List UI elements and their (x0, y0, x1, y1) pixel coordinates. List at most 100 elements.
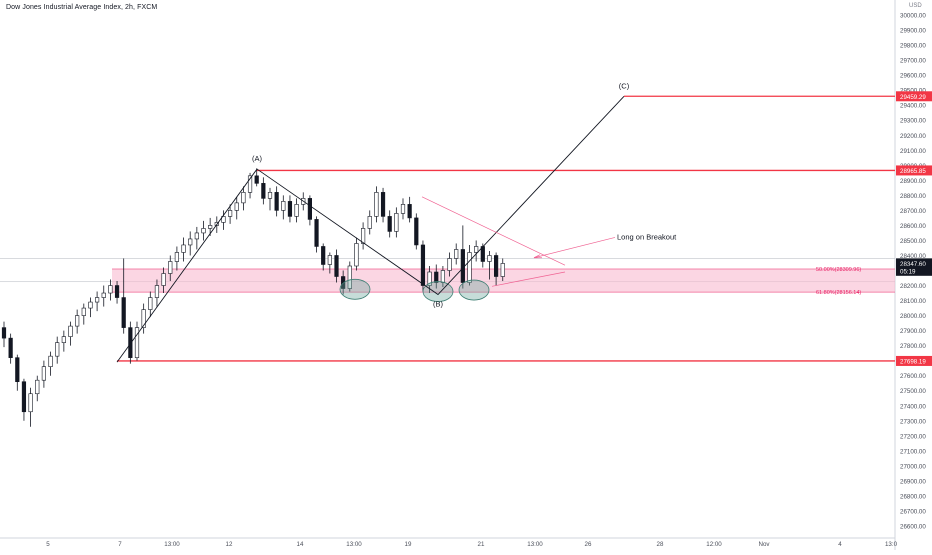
candle[interactable] (347, 265, 352, 289)
candle[interactable] (400, 204, 406, 214)
fib-zone[interactable] (112, 269, 895, 293)
support-ellipse[interactable] (422, 281, 454, 302)
candle[interactable] (168, 261, 173, 274)
candle[interactable] (440, 270, 446, 283)
candle[interactable] (407, 204, 412, 219)
candle[interactable] (114, 285, 120, 298)
x-tick-label: 13:0 (885, 541, 898, 548)
candle[interactable] (374, 192, 379, 217)
support-ellipse[interactable] (339, 278, 371, 300)
candle[interactable] (341, 276, 346, 289)
candle[interactable] (247, 175, 253, 193)
candle[interactable] (188, 238, 193, 246)
candle[interactable] (254, 175, 259, 184)
candle[interactable] (48, 355, 53, 367)
candle[interactable] (221, 216, 226, 223)
candle[interactable] (141, 309, 146, 328)
y-tick-label: 26900.00 (900, 478, 926, 485)
candle[interactable] (420, 244, 426, 286)
candle[interactable] (161, 273, 166, 286)
y-tick-label: 28900.00 (900, 178, 926, 185)
candle[interactable] (274, 192, 279, 211)
y-tick-label: 28000.00 (900, 313, 926, 320)
candle[interactable] (101, 292, 106, 298)
elliott-wave-path[interactable] (116, 95, 625, 363)
candle[interactable] (208, 225, 213, 229)
candle[interactable] (414, 217, 419, 246)
candle[interactable] (8, 337, 13, 358)
candle[interactable] (327, 255, 332, 265)
chart-title: Dow Jones Industrial Average Index, 2h, … (6, 4, 158, 11)
candle[interactable] (394, 213, 399, 232)
candle[interactable] (474, 246, 479, 253)
candle[interactable] (314, 219, 319, 247)
triangle-lower-line[interactable] (491, 271, 566, 287)
candle[interactable] (281, 201, 286, 211)
candle[interactable] (41, 366, 46, 381)
candle[interactable] (294, 204, 299, 217)
candle[interactable] (181, 244, 186, 253)
x-tick-label: 19 (405, 541, 412, 548)
candle[interactable] (35, 379, 40, 395)
candle[interactable] (487, 255, 492, 262)
y-tick-label: 29800.00 (900, 43, 926, 50)
price-label-text: 27698.19 (900, 358, 926, 365)
candle[interactable] (367, 216, 372, 229)
candle[interactable] (454, 249, 459, 259)
y-tick-label: 27600.00 (900, 373, 926, 380)
candle[interactable] (447, 258, 452, 271)
candle[interactable] (148, 297, 153, 310)
candle[interactable] (21, 381, 27, 413)
candle[interactable] (287, 201, 293, 217)
candle[interactable] (228, 210, 233, 217)
candle[interactable] (334, 255, 339, 277)
candle[interactable] (194, 232, 199, 240)
candle[interactable] (95, 297, 100, 303)
y-tick-label: 26700.00 (900, 508, 926, 515)
candle[interactable] (234, 202, 239, 211)
candle[interactable] (434, 271, 439, 283)
candle[interactable] (75, 315, 80, 327)
candle[interactable] (307, 198, 313, 220)
candle[interactable] (61, 336, 66, 343)
x-tick-label: 12 (226, 541, 233, 548)
candle[interactable] (68, 325, 73, 337)
candle[interactable] (121, 297, 126, 328)
candle[interactable] (467, 252, 472, 283)
fib-50-label: 50.00%(28309.96) (816, 267, 861, 273)
candle[interactable] (354, 243, 359, 267)
candle[interactable] (134, 327, 140, 358)
candle[interactable] (493, 255, 499, 277)
candle[interactable] (55, 342, 60, 357)
candle[interactable] (174, 252, 180, 262)
candle[interactable] (154, 285, 160, 298)
candle[interactable] (360, 228, 366, 244)
y-tick-label: 27500.00 (900, 388, 926, 395)
candle[interactable] (108, 285, 113, 294)
candle[interactable] (88, 301, 93, 309)
x-tick-label: 13:00 (527, 541, 543, 548)
y-tick-label: 30000.00 (900, 13, 926, 20)
candle[interactable] (15, 357, 20, 383)
candle[interactable] (380, 192, 386, 217)
support-ellipse[interactable] (458, 279, 490, 301)
candle[interactable] (241, 192, 246, 204)
candle[interactable] (387, 216, 392, 232)
candle[interactable] (460, 249, 465, 283)
y-tick-label: 28200.00 (900, 283, 926, 290)
candle[interactable] (128, 327, 133, 358)
triangle-upper-line[interactable] (421, 196, 566, 266)
candle[interactable] (1, 327, 7, 339)
candle[interactable] (321, 246, 326, 265)
candle[interactable] (267, 192, 273, 199)
candle[interactable] (427, 271, 432, 286)
candle[interactable] (28, 393, 33, 413)
candle[interactable] (261, 183, 266, 199)
candle[interactable] (201, 228, 206, 234)
candle[interactable] (81, 307, 86, 316)
candle[interactable] (500, 263, 505, 277)
y-tick-label: 27800.00 (900, 343, 926, 350)
y-tick-label: 27300.00 (900, 418, 926, 425)
